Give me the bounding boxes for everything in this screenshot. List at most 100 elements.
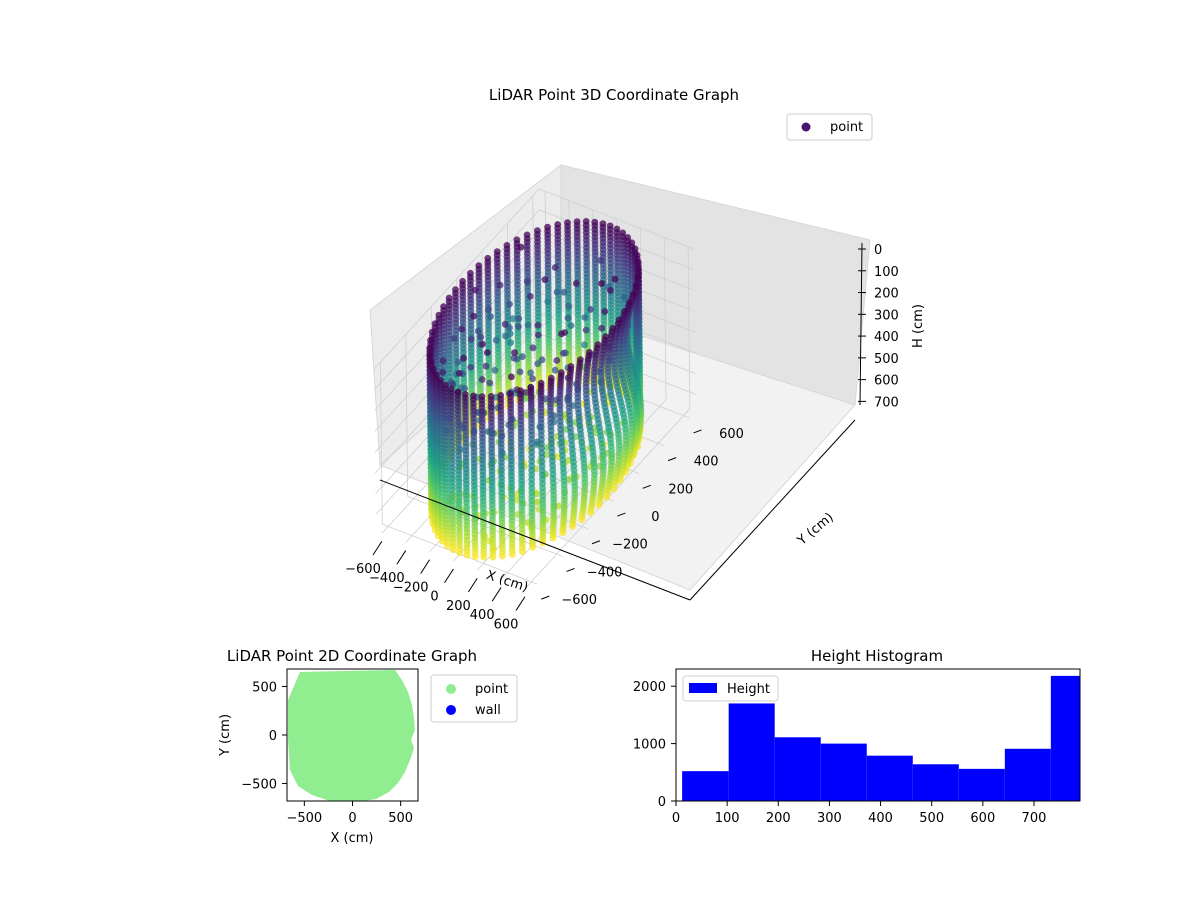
scatter-point-3d bbox=[581, 475, 589, 483]
scatter-point-3d bbox=[450, 335, 458, 342]
legend-label-wall-2d: wall bbox=[475, 703, 501, 718]
scatter-point-3d bbox=[515, 323, 522, 330]
x-tick-label-hist: 700 bbox=[1022, 811, 1047, 826]
scatter-point-3d bbox=[463, 551, 471, 559]
point-cloud-3d bbox=[426, 218, 645, 561]
scatter-point-3d bbox=[572, 280, 580, 287]
legend-marker-height bbox=[689, 683, 717, 693]
scatter-point-3d bbox=[480, 553, 488, 561]
y-tick-label-3d: −400 bbox=[587, 565, 623, 580]
x-tick-label-hist: 300 bbox=[817, 811, 842, 826]
scatter-point-3d bbox=[461, 385, 468, 392]
legend-label-point-2d: point bbox=[475, 682, 508, 697]
scatter-point-3d bbox=[524, 321, 532, 329]
scatter-point-3d bbox=[577, 356, 584, 363]
scatter-point-3d bbox=[608, 451, 616, 458]
legend-label-point: point bbox=[830, 120, 863, 135]
scatter-point-3d bbox=[527, 384, 535, 391]
scatter-point-3d bbox=[565, 302, 573, 310]
x-tick-label-3d: 200 bbox=[446, 599, 471, 614]
scatter-point-3d bbox=[492, 336, 500, 344]
scatter-point-3d bbox=[454, 358, 462, 366]
scatter-point-3d bbox=[484, 349, 491, 356]
x-axis-line bbox=[379, 479, 691, 601]
scatter-point-3d bbox=[601, 308, 609, 315]
chart-2d-title: LiDAR Point 2D Coordinate Graph bbox=[227, 647, 477, 665]
scatter-point-3d bbox=[558, 330, 565, 338]
scatter-point-3d bbox=[620, 294, 628, 301]
scatter-point-3d bbox=[547, 374, 555, 382]
scatter-point-3d bbox=[482, 362, 490, 370]
scatter-point-3d bbox=[475, 327, 482, 335]
x-tick-3d bbox=[491, 587, 502, 602]
histogram-bar bbox=[682, 771, 729, 801]
y-tick-label-3d: −600 bbox=[561, 593, 597, 608]
scatter-point-3d bbox=[537, 379, 545, 387]
scatter-point-3d bbox=[586, 349, 593, 356]
scatter-point-3d bbox=[582, 326, 590, 334]
y-tick-label-3d: 400 bbox=[694, 455, 719, 470]
scatter-point-3d bbox=[551, 264, 559, 271]
scatter-point-3d bbox=[567, 322, 575, 329]
chart-2d: LiDAR Point 2D Coordinate Graph −500−500… bbox=[218, 647, 518, 846]
y-tick-3d bbox=[667, 457, 677, 462]
z-tick-label-3d: 0 bbox=[874, 243, 882, 258]
histogram-bar bbox=[1050, 675, 1080, 801]
histogram: Height Histogram 0 100 200 300 400 500 600 7000… bbox=[633, 647, 1081, 826]
scatter-point-3d bbox=[523, 278, 531, 285]
y-tick-label-2d: 500 bbox=[252, 680, 277, 695]
gridline-y bbox=[380, 362, 538, 585]
legend-marker-point bbox=[801, 122, 811, 132]
x-tick-label-3d: −200 bbox=[393, 580, 429, 595]
x-tick-label-hist: 500 bbox=[919, 811, 944, 826]
x-tick-3d bbox=[515, 596, 526, 611]
scatter-point-3d bbox=[502, 332, 509, 340]
histogram-bar bbox=[1004, 748, 1051, 801]
scatter-point-3d bbox=[499, 552, 506, 560]
scatter-point-3d bbox=[581, 314, 589, 321]
scatter-point-3d bbox=[534, 331, 542, 339]
scatter-point-3d bbox=[507, 339, 514, 346]
scatter-point-3d bbox=[443, 542, 451, 550]
scatter-point-3d bbox=[553, 357, 561, 364]
legend-hist: Height bbox=[682, 675, 779, 702]
y-tick-label-3d: 0 bbox=[651, 510, 659, 525]
y-tick-label-hist: 0 bbox=[658, 795, 666, 810]
scatter-point-3d bbox=[516, 368, 524, 376]
y-tick-3d bbox=[693, 429, 702, 434]
scatter-point-3d bbox=[607, 287, 614, 294]
z-tick-label-3d: 100 bbox=[874, 265, 899, 280]
scatter-point-3d bbox=[527, 369, 534, 377]
y-tick-3d bbox=[617, 512, 626, 517]
scatter-point-3d bbox=[439, 368, 447, 376]
y-tick-label-3d: 200 bbox=[668, 482, 693, 497]
gridline-x bbox=[524, 246, 691, 590]
scatter-point-3d bbox=[439, 357, 447, 365]
scatter-point-3d bbox=[615, 442, 623, 449]
scatter-point-3d bbox=[519, 548, 526, 555]
histogram-bar bbox=[958, 768, 1005, 801]
scatter-point-3d bbox=[526, 293, 534, 300]
ticks-3d: −600−400−2000200400600−600−400−200020040… bbox=[345, 243, 899, 632]
scatter-point-3d bbox=[599, 459, 607, 467]
scatter-point-3d bbox=[485, 306, 492, 313]
scatter-point-3d bbox=[559, 349, 567, 357]
x-tick-label-2d: −500 bbox=[286, 811, 322, 826]
point-disc bbox=[288, 670, 415, 801]
scatter-point-3d bbox=[587, 306, 594, 313]
scatter-point-3d bbox=[460, 354, 467, 362]
histogram-bars bbox=[682, 675, 1080, 801]
scatter-point-3d bbox=[471, 286, 479, 294]
y-tick-label-3d: −200 bbox=[612, 538, 648, 553]
histogram-bar bbox=[820, 743, 867, 801]
scatter-point-3d bbox=[602, 333, 609, 341]
scatter-point-3d bbox=[515, 315, 523, 322]
x-tick-label-hist: 0 bbox=[672, 811, 680, 826]
y-tick-label-2d: 0 bbox=[269, 729, 277, 744]
plot-frame-hist bbox=[675, 668, 1081, 802]
scatter-point-3d bbox=[510, 354, 518, 362]
histogram-bar bbox=[774, 737, 821, 801]
scatter-point-3d bbox=[487, 313, 494, 320]
scatter-point-3d bbox=[528, 505, 536, 512]
